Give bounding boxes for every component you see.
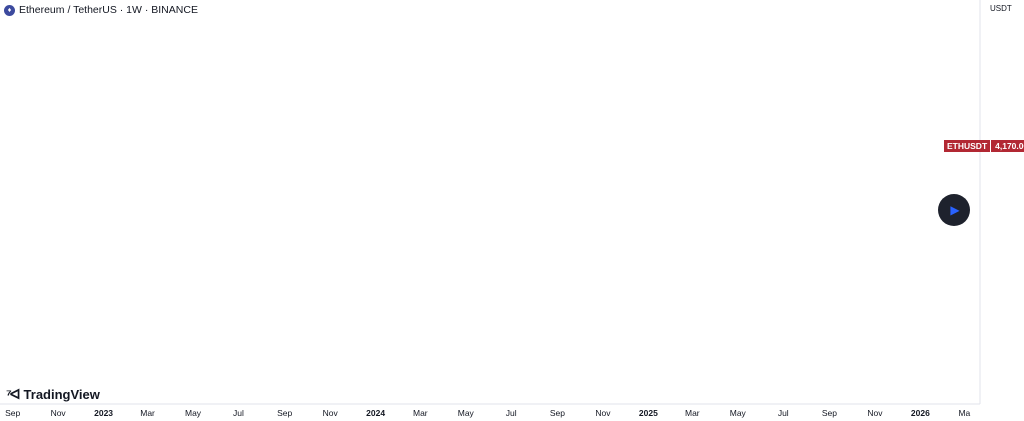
- time-tick-label: 2025: [639, 408, 658, 418]
- time-tick-label: Jul: [778, 408, 789, 418]
- current-value: 4,170.00: [991, 140, 1024, 152]
- time-tick-label: 2023: [94, 408, 113, 418]
- play-icon: ▶: [950, 203, 960, 217]
- current-symbol: ETHUSDT: [944, 140, 991, 152]
- chart-title: Ethereum / TetherUS · 1W · BINANCE: [19, 4, 198, 16]
- tradingview-logo-icon: ⁷ᐊ: [6, 386, 20, 402]
- time-tick-label: Nov: [867, 408, 883, 418]
- time-tick-label: 2024: [366, 408, 385, 418]
- time-tick-label: 2026: [911, 408, 930, 418]
- currency-label: USDT: [990, 4, 1012, 13]
- play-button[interactable]: ▶: [938, 194, 970, 226]
- time-tick-label: Jul: [233, 408, 244, 418]
- ethereum-coin-icon: ♦: [4, 4, 15, 16]
- time-tick-label: Sep: [277, 408, 292, 418]
- time-tick-label: Sep: [822, 408, 837, 418]
- time-tick-label: Sep: [5, 408, 20, 418]
- time-tick-label: May: [458, 408, 475, 418]
- time-tick-label: May: [730, 408, 747, 418]
- time-tick-label: Mar: [413, 408, 428, 418]
- time-tick-label: May: [185, 408, 202, 418]
- time-tick-label: Mar: [140, 408, 155, 418]
- current-price-badge: ETHUSDT 4,170.00: [944, 140, 1024, 152]
- chart-header[interactable]: ♦ Ethereum / TetherUS · 1W · BINANCE: [4, 3, 198, 17]
- time-tick-label: Mar: [685, 408, 700, 418]
- time-tick-label: Jul: [506, 408, 517, 418]
- time-tick-label: Nov: [595, 408, 611, 418]
- time-tick-label: Sep: [550, 408, 565, 418]
- time-tick-label: Nov: [323, 408, 339, 418]
- time-tick-label: Nov: [51, 408, 67, 418]
- tradingview-logo[interactable]: ⁷ᐊ TradingView: [6, 386, 100, 403]
- time-tick-label: Ma: [958, 408, 970, 418]
- logo-text: TradingView: [23, 387, 100, 402]
